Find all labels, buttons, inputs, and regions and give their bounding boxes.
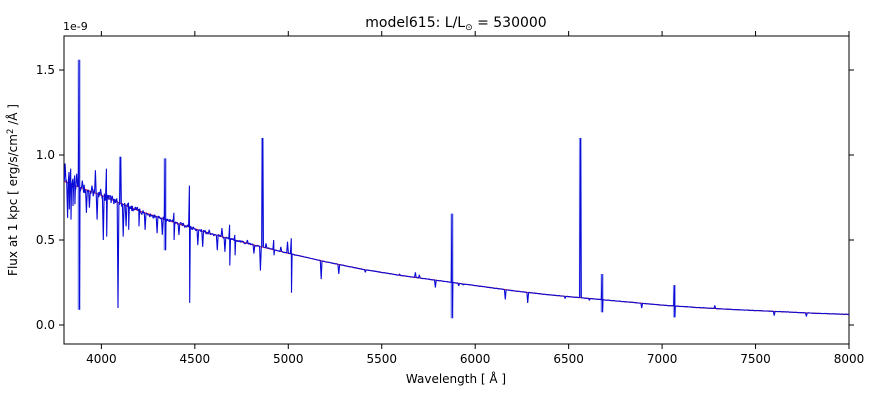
x-axis-label: Wavelength [ Å ] (406, 371, 506, 386)
y-tick-label: 1.0 (36, 148, 55, 162)
x-tick-label: 7000 (647, 352, 678, 366)
observed-spectrum-path (64, 59, 849, 319)
x-tick-label: 6000 (460, 352, 491, 366)
y-tick-label: 0.5 (36, 233, 55, 247)
line-halos (77, 59, 676, 319)
x-tick-label: 5500 (366, 352, 397, 366)
plot-data-area (64, 59, 849, 319)
plot-frame (63, 35, 850, 345)
x-tick-label: 5000 (273, 352, 304, 366)
x-tick-label: 4500 (180, 352, 211, 366)
y-offset-label: 1e-9 (63, 20, 88, 33)
x-tick-label: 8000 (834, 352, 865, 366)
y-tick-label: 0.0 (36, 318, 55, 332)
plot-axes-and-data: 4000 4500 5000 5500 6000 6500 7000 7500 8000 0.0 0… (36, 31, 864, 366)
x-tick-label: 6500 (553, 352, 584, 366)
x-tick-label: 4000 (86, 352, 117, 366)
figure-title: model615: L/L⊙ = 530000 (365, 15, 546, 33)
y-axis-label: Flux at 1 kpc [ erg/s/cm2 /Å ] (5, 104, 20, 276)
continuum-fit-path (64, 180, 849, 316)
x-tick-label: 7500 (740, 352, 771, 366)
y-tick-label: 1.5 (36, 63, 55, 77)
